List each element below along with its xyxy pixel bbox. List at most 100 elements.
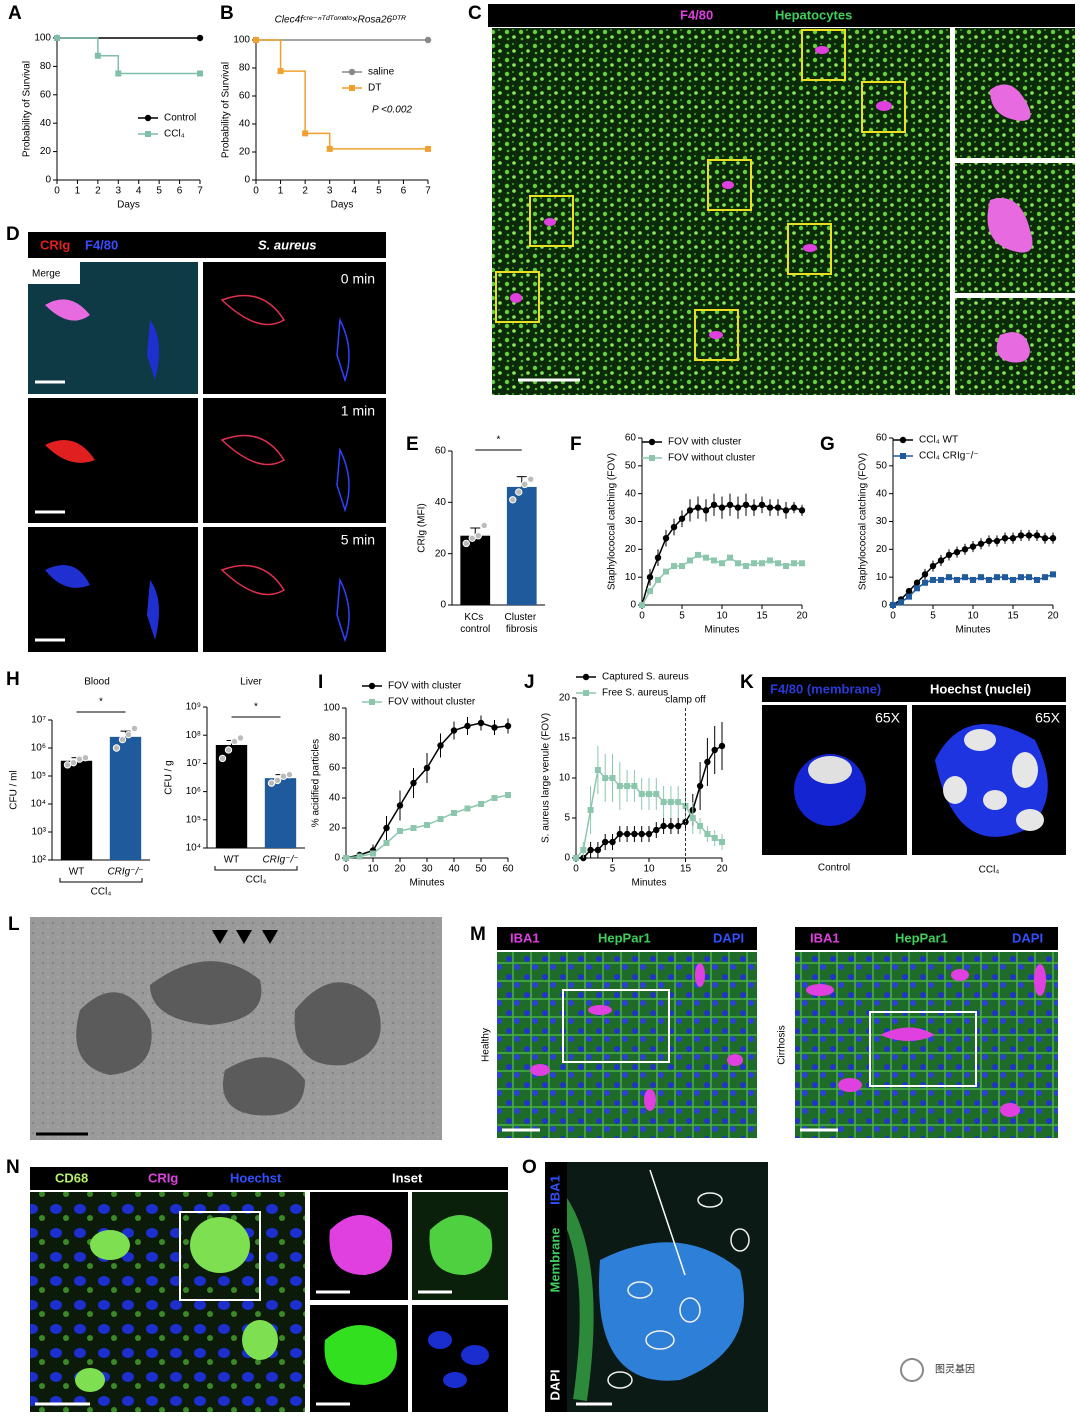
roi-boxes xyxy=(495,29,906,361)
chart-title: Blood xyxy=(84,677,110,688)
panel-letter: O xyxy=(522,1157,537,1178)
y-tick-label: 20 xyxy=(876,544,888,555)
x-tick-label: 7 xyxy=(197,186,203,197)
marker xyxy=(969,543,977,550)
image-label: Merge xyxy=(32,269,61,280)
x-tick-label: 50 xyxy=(475,864,487,875)
panel-letter: K xyxy=(740,672,754,693)
panel-d: D CRIg F4/80 S. aureus Merge 0 min 1 min… xyxy=(6,224,386,652)
marker xyxy=(667,799,674,805)
marker xyxy=(437,816,444,822)
y-tick-label: 10⁹ xyxy=(186,702,201,713)
x-tick-label: 4 xyxy=(136,186,142,197)
x-tick-label: 0 xyxy=(639,611,645,622)
x-tick-label: 1 xyxy=(278,186,284,197)
y-tick-label: 10³ xyxy=(32,827,47,838)
y-tick-label: 40 xyxy=(239,119,251,130)
arrow xyxy=(649,1169,686,1276)
marker xyxy=(687,557,693,564)
legend-marker xyxy=(648,438,656,446)
stain-label: DAPI xyxy=(713,930,744,945)
header-bar xyxy=(30,1167,508,1190)
panel-n: N CD68 CRIg Hoechst Inset xyxy=(6,1157,508,1412)
panel-k: K F4/80 (membrane) Hoechst (nuclei) 65X … xyxy=(740,672,1066,876)
marker xyxy=(645,830,653,838)
inset xyxy=(412,1305,508,1412)
marker xyxy=(655,576,661,583)
cluster xyxy=(45,565,90,588)
stain-label: DAPI xyxy=(547,1369,562,1400)
marker xyxy=(799,560,805,567)
marker xyxy=(504,722,512,730)
data-point xyxy=(130,724,139,733)
y-tick-label: 10⁶ xyxy=(31,743,46,754)
marker xyxy=(1049,535,1057,542)
data-point xyxy=(230,737,239,746)
marker xyxy=(573,855,579,861)
marker xyxy=(702,507,710,514)
series-line xyxy=(641,503,803,606)
legend-label: CCl₄ xyxy=(164,129,185,140)
macrophages xyxy=(530,963,743,1111)
watermark-icon xyxy=(900,1358,924,1382)
x-tick-label: 2 xyxy=(95,186,101,197)
marker xyxy=(686,507,694,514)
marker xyxy=(750,504,758,511)
macrophages xyxy=(510,46,892,339)
marker xyxy=(675,799,682,805)
x-tick-label: 2 xyxy=(302,186,308,197)
panel-letter: N xyxy=(6,1157,20,1178)
y-tick-label: 10⁴ xyxy=(186,843,201,854)
x-tick-label: Cluster fibrosis xyxy=(505,612,539,635)
y-tick-label: 0 xyxy=(440,600,446,611)
marker xyxy=(1034,576,1040,583)
y-tick-label: 20 xyxy=(239,147,251,158)
marker xyxy=(703,554,709,561)
marker xyxy=(727,554,733,561)
marker xyxy=(921,571,929,578)
marker xyxy=(624,783,631,789)
marker xyxy=(913,579,921,586)
inset-signal xyxy=(324,1325,397,1385)
cell xyxy=(147,580,159,640)
y-axis-label: Staphylococcal catching (FOV) xyxy=(607,453,618,590)
y-tick-label: 80 xyxy=(329,733,341,744)
marker xyxy=(775,560,781,567)
data-point xyxy=(75,755,84,763)
cell-cluster xyxy=(935,724,1048,837)
marker xyxy=(767,557,773,564)
marker xyxy=(609,838,616,846)
stain-label: Hoechst xyxy=(230,1170,282,1185)
marker xyxy=(679,563,685,570)
marker xyxy=(1009,535,1017,542)
marker xyxy=(343,855,349,861)
panel-m: M IBA1 HepPar1 DAPI Healthy IBA1 HepPar1… xyxy=(470,924,1058,1138)
cluster xyxy=(996,332,1030,363)
legend-label: FOV with cluster xyxy=(388,681,462,692)
marker xyxy=(639,602,645,608)
panel-letter: G xyxy=(820,434,835,455)
x-tick-label: 30 xyxy=(421,864,433,875)
header-bar xyxy=(795,927,1058,950)
marker xyxy=(491,795,498,801)
marker xyxy=(1041,535,1049,542)
magnification: 65X xyxy=(875,710,901,726)
x-axis-label: Minutes xyxy=(955,625,990,636)
y-tick-label: 60 xyxy=(435,446,447,457)
x-tick-label: 0 xyxy=(343,864,349,875)
data-point xyxy=(279,772,288,780)
y-tick-label: 10⁵ xyxy=(31,771,46,782)
cluster xyxy=(45,440,95,463)
y-tick-label: 60 xyxy=(625,433,637,444)
marker xyxy=(253,37,259,43)
x-tick-label: 4 xyxy=(352,186,358,197)
x-tick-label: CRIg⁻/⁻ xyxy=(107,867,143,878)
panel-letter: C xyxy=(468,3,482,24)
y-tick-label: 20 xyxy=(625,544,637,555)
reference-label: clamp off xyxy=(665,695,706,706)
stain-label: CD68 xyxy=(55,1170,88,1185)
series-line xyxy=(345,722,509,859)
marker xyxy=(424,822,430,828)
marker xyxy=(670,523,678,531)
y-tick-label: 50 xyxy=(625,460,637,471)
